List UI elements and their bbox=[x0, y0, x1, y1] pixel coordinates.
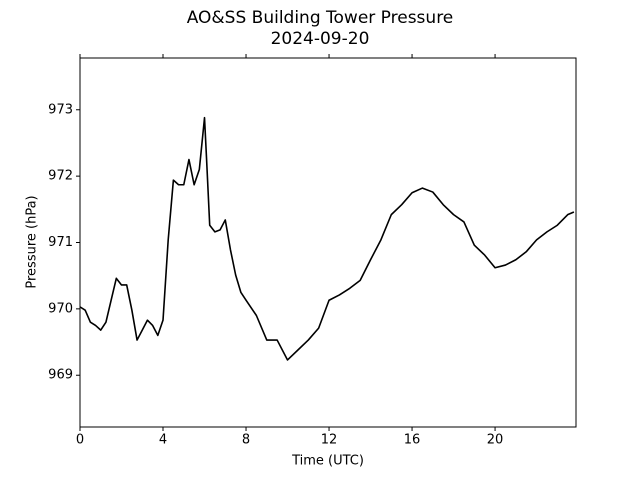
y-axis-label: Pressure (hPa) bbox=[25, 195, 40, 288]
chart-subtitle: 2024-09-20 bbox=[271, 29, 370, 49]
y-tick-label: 970 bbox=[48, 301, 73, 316]
x-tick-label: 4 bbox=[159, 433, 167, 448]
x-tick-label: 12 bbox=[321, 433, 338, 448]
x-tick-label: 20 bbox=[487, 433, 504, 448]
y-tick-label: 973 bbox=[48, 102, 73, 117]
x-tick-label: 0 bbox=[76, 433, 84, 448]
x-tick-label: 8 bbox=[242, 433, 250, 448]
x-axis-label: Time (UTC) bbox=[291, 454, 364, 469]
pressure-line bbox=[79, 116, 575, 361]
y-tick-label: 971 bbox=[48, 235, 73, 250]
y-tick-label: 969 bbox=[48, 368, 73, 383]
chart-title: AO&SS Building Tower Pressure bbox=[187, 8, 454, 28]
y-tick-label: 972 bbox=[48, 169, 73, 184]
x-tick-label: 16 bbox=[404, 433, 421, 448]
